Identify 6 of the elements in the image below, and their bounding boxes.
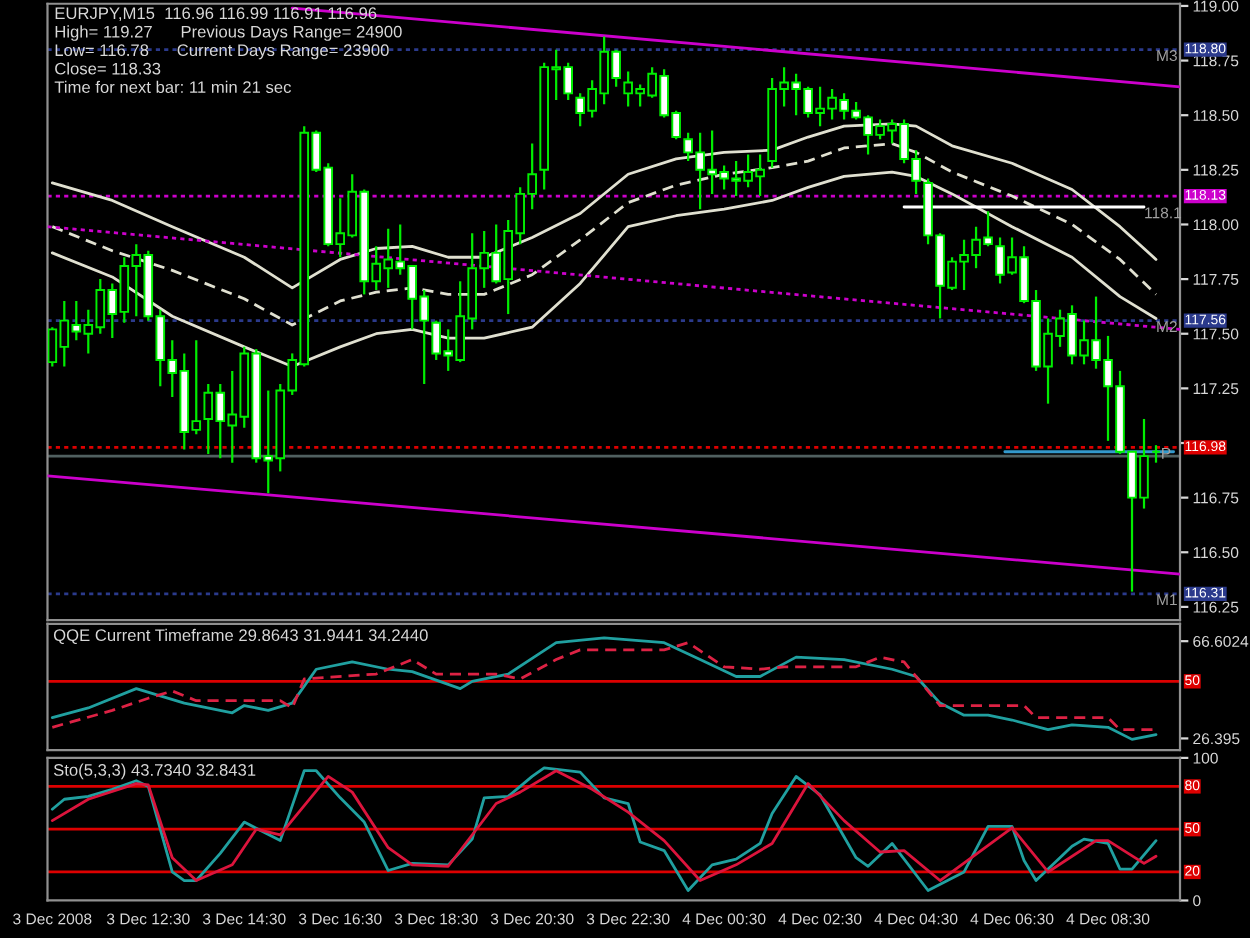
annotation: Low= 116.78 Current Days Range= 23900 xyxy=(55,44,389,60)
annotation: Close= 118.33 xyxy=(55,62,161,75)
chart-title: Sto(5,3,3) 43.7340 32.8431 xyxy=(53,763,256,780)
annotation: Time for next bar: 11 min 21 sec xyxy=(54,80,291,94)
annotation: High= 119.27 Previous Days Range= 24900 xyxy=(55,25,402,41)
chart-title: QQE Current Timeframe 29.8643 31.9441 34.2440 xyxy=(53,628,428,645)
